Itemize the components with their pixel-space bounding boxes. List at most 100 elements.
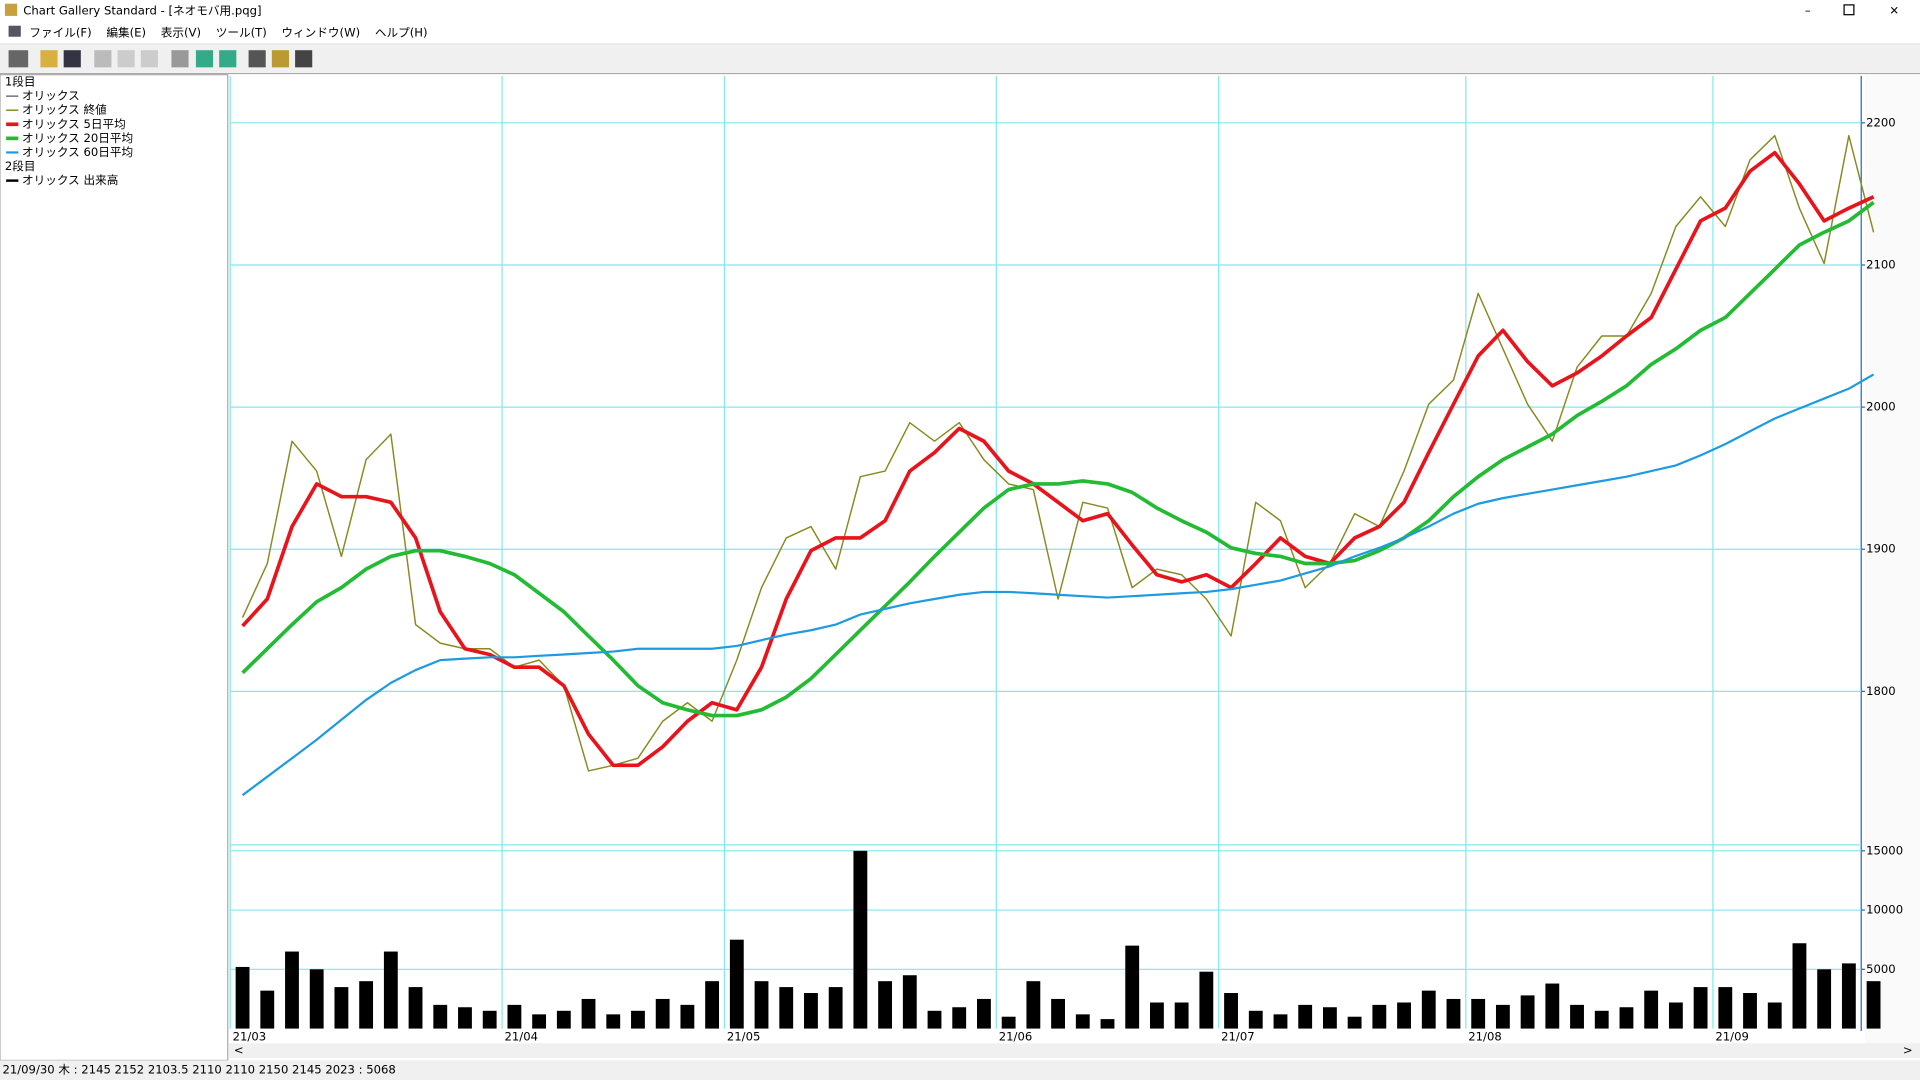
volume-bar bbox=[260, 990, 275, 1029]
y2-tick-label: 10000 bbox=[1866, 903, 1903, 917]
volume-bar bbox=[1273, 1014, 1288, 1029]
volume-bar bbox=[581, 998, 596, 1029]
menu-bar bbox=[0, 22, 1920, 43]
menu-item[interactable]: ウィンドウ(W) bbox=[281, 26, 360, 40]
x-tick-label: 21/04 bbox=[504, 1030, 538, 1044]
tool-button[interactable] bbox=[295, 50, 313, 68]
volume-bar bbox=[902, 975, 917, 1029]
volume-bar bbox=[458, 1007, 472, 1029]
volume-bar bbox=[1446, 998, 1461, 1029]
volume-bar bbox=[1199, 971, 1214, 1029]
volume-bar bbox=[1743, 993, 1757, 1029]
volume-bar bbox=[1668, 1002, 1683, 1029]
y-tick-label: 2100 bbox=[1866, 257, 1896, 271]
menu-item[interactable]: ヘルプ(H) bbox=[375, 26, 428, 40]
volume-bar bbox=[680, 1004, 695, 1029]
volume-bar bbox=[1174, 1002, 1189, 1029]
doc-icon bbox=[8, 25, 21, 37]
volume-bar bbox=[952, 1007, 967, 1029]
volume-bar bbox=[383, 951, 398, 1029]
line-series bbox=[241, 150, 1875, 768]
volume-bar bbox=[804, 993, 818, 1029]
y-tick-label: 1900 bbox=[1866, 542, 1896, 556]
volume-bar bbox=[1421, 990, 1436, 1029]
volume-bar bbox=[1520, 995, 1535, 1029]
volume-bar bbox=[408, 987, 423, 1029]
volume-bar bbox=[705, 981, 720, 1029]
scroll-right[interactable]: > bbox=[1903, 1043, 1913, 1057]
volume-bar bbox=[1051, 998, 1065, 1029]
legend-pane bbox=[0, 74, 229, 1062]
volume-bar bbox=[1545, 983, 1560, 1029]
scroll-left[interactable]: < bbox=[234, 1043, 244, 1057]
volume-bar bbox=[1347, 1016, 1362, 1029]
volume-bar bbox=[1100, 1019, 1115, 1029]
toolbar bbox=[0, 45, 1920, 73]
legend-label: オリックス 60日平均 bbox=[22, 145, 133, 159]
tool-button[interactable] bbox=[117, 50, 135, 68]
tool-button[interactable] bbox=[94, 50, 112, 68]
tool-button[interactable] bbox=[63, 50, 81, 68]
x-tick-label: 21/07 bbox=[1221, 1030, 1255, 1044]
tool-button[interactable] bbox=[171, 50, 189, 68]
tool-button[interactable] bbox=[40, 50, 58, 68]
y-tick-label: 1800 bbox=[1866, 684, 1896, 698]
menu-item[interactable]: 編集(E) bbox=[106, 26, 146, 40]
status-bar bbox=[0, 1060, 1920, 1080]
y2-tick-label: 5000 bbox=[1866, 962, 1896, 976]
volume-bar bbox=[828, 987, 843, 1029]
volume-bar bbox=[754, 981, 769, 1029]
close-button[interactable]: ✕ bbox=[1889, 4, 1899, 18]
volume-bar bbox=[507, 1004, 522, 1029]
volume-bar bbox=[309, 969, 324, 1029]
y-tick-label: 2000 bbox=[1866, 400, 1896, 414]
tool-button[interactable] bbox=[248, 50, 266, 68]
y-tick-label: 2200 bbox=[1866, 115, 1896, 129]
scrollbar[interactable] bbox=[228, 1043, 1920, 1058]
volume-bar bbox=[433, 1004, 448, 1029]
minimize-button[interactable]: – bbox=[1805, 4, 1811, 18]
volume-bar bbox=[1322, 1007, 1337, 1029]
legend-header: 1段目 bbox=[5, 75, 36, 89]
window-title: Chart Gallery Standard - [ネオモバ用.pqg] bbox=[23, 4, 261, 18]
volume-bar bbox=[1619, 1007, 1634, 1029]
volume-bar bbox=[235, 966, 250, 1029]
volume-bar bbox=[1570, 1004, 1584, 1029]
legend-label: オリックス 終値 bbox=[22, 103, 107, 117]
legend-header: 2段目 bbox=[5, 159, 36, 173]
menu-item[interactable]: ファイル(F) bbox=[29, 26, 91, 40]
tool-button[interactable] bbox=[140, 50, 158, 68]
volume-bar bbox=[285, 951, 299, 1029]
tool-button[interactable] bbox=[8, 50, 29, 68]
status-text: 21/09/30 木 : 2145 2152 2103.5 2110 2110 … bbox=[2, 1063, 395, 1077]
menu-item[interactable]: ツール(T) bbox=[216, 26, 267, 40]
tool-button[interactable] bbox=[271, 50, 289, 68]
x-tick-label: 21/09 bbox=[1715, 1030, 1749, 1044]
toolbar-icons bbox=[8, 50, 313, 68]
volume-bar bbox=[1866, 981, 1881, 1029]
volume-bar bbox=[1644, 990, 1659, 1029]
volume-bar bbox=[1817, 969, 1832, 1029]
volume-bar bbox=[853, 850, 868, 1029]
volume-bar bbox=[1248, 1010, 1263, 1029]
app-icon bbox=[4, 3, 18, 16]
volume-bar bbox=[1471, 998, 1486, 1029]
menu-item[interactable]: 表示(V) bbox=[161, 26, 201, 40]
tool-button[interactable] bbox=[219, 50, 237, 68]
volume-bar bbox=[1001, 1016, 1016, 1029]
y2-tick-label: 15000 bbox=[1866, 843, 1903, 857]
legend-label: オリックス 20日平均 bbox=[22, 131, 133, 145]
volume-bar bbox=[779, 987, 794, 1029]
x-tick-label: 21/06 bbox=[999, 1030, 1033, 1044]
volume-bar bbox=[1594, 1010, 1609, 1029]
volume-bar bbox=[556, 1010, 571, 1029]
line-series bbox=[241, 373, 1875, 797]
x-tick-label: 21/08 bbox=[1468, 1030, 1502, 1044]
line-series bbox=[241, 200, 1875, 718]
restore-button[interactable] bbox=[1843, 4, 1855, 16]
x-tick-label: 21/03 bbox=[233, 1030, 267, 1044]
x-tick-label: 21/05 bbox=[727, 1030, 761, 1044]
volume-bar bbox=[1026, 981, 1041, 1029]
tool-button[interactable] bbox=[195, 50, 214, 68]
